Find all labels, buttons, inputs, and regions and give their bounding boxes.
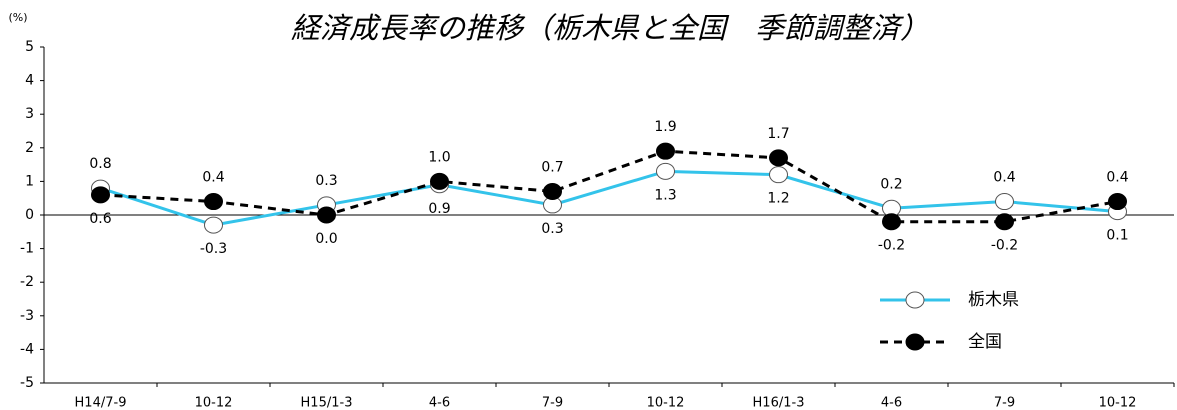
data-label: 0.7: [541, 159, 563, 175]
y-axis-label: (%): [8, 11, 27, 24]
y-tick-label: 1: [25, 173, 34, 189]
data-label: 0.4: [202, 170, 224, 186]
data-label: 0.3: [541, 221, 563, 237]
y-tick-label: -4: [20, 341, 34, 357]
x-tick-label: H14/7-9: [75, 396, 127, 410]
data-label: 1.7: [767, 126, 789, 142]
x-tick-label: 10-12: [195, 396, 233, 410]
data-label: 0.4: [993, 170, 1015, 186]
point: [882, 213, 901, 231]
y-tick-label: 0: [25, 207, 34, 223]
x-tick-label: 4-6: [429, 396, 450, 410]
data-label: 0.1: [1106, 228, 1128, 244]
data-label: 0.0: [315, 231, 337, 247]
series-line: [100, 169, 1118, 227]
data-label: 0.8: [89, 156, 111, 172]
x-tick-label: H15/1-3: [301, 396, 353, 410]
point: [204, 216, 223, 234]
y-tick-label: 5: [25, 39, 34, 55]
x-tick-label: H16/1-3: [753, 396, 805, 410]
data-label: 0.4: [1106, 170, 1128, 186]
chart-title: 経済成長率の推移（栃木県と全国 季節調整済）: [291, 11, 929, 45]
data-label: 0.6: [89, 211, 111, 227]
series-line: [100, 149, 1118, 224]
x-tick-label: 7-9: [542, 396, 563, 410]
data-label: 0.9: [428, 201, 450, 217]
y-tick-label: 2: [25, 140, 34, 156]
x-tick-label: 10-12: [647, 396, 685, 410]
legend-label: 全国: [968, 332, 1002, 352]
point: [769, 166, 788, 184]
y-tick-label: -5: [20, 375, 34, 391]
legend-label: 栃木県: [968, 290, 1019, 310]
point: [317, 206, 336, 224]
data-label: -0.3: [200, 241, 227, 257]
y-tick-label: 4: [25, 73, 34, 89]
y-tick-label: -1: [20, 241, 34, 257]
point: [769, 149, 788, 167]
x-tick-label: 7-9: [994, 396, 1015, 410]
x-tick-label: 4-6: [881, 396, 902, 410]
data-label: 1.2: [767, 191, 789, 207]
y-tick-label: 3: [25, 106, 34, 122]
point: [1108, 193, 1127, 211]
point: [656, 162, 675, 180]
data-label: 0.2: [880, 176, 902, 192]
data-label: 1.9: [654, 119, 676, 135]
point: [204, 193, 223, 211]
y-tick-label: -2: [20, 274, 34, 290]
y-tick-label: -3: [20, 308, 34, 324]
point: [656, 142, 675, 160]
x-tick-label: 10-12: [1099, 396, 1137, 410]
point: [91, 186, 110, 204]
legend-marker: [905, 333, 925, 351]
point: [995, 193, 1014, 211]
data-label: -0.2: [878, 238, 905, 254]
legend-marker: [905, 291, 925, 309]
data-label: 1.0: [428, 149, 450, 165]
point: [995, 213, 1014, 231]
point: [543, 182, 562, 200]
data-label: -0.2: [991, 238, 1018, 254]
data-label: 1.3: [654, 187, 676, 203]
data-label: 0.3: [315, 173, 337, 189]
point: [430, 172, 449, 190]
